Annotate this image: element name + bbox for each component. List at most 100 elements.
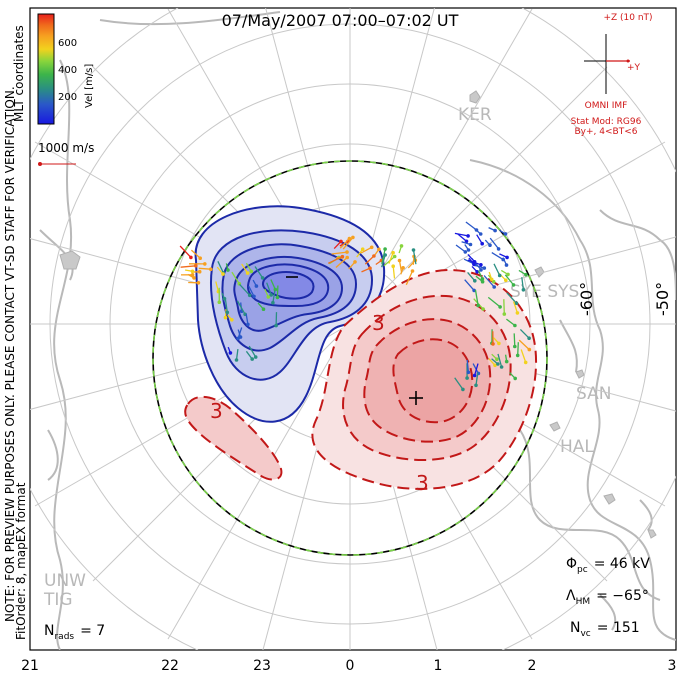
velocity-vector bbox=[239, 283, 251, 296]
velocity-vector bbox=[504, 274, 515, 286]
vector-origin bbox=[225, 310, 230, 315]
velocity-vector bbox=[373, 248, 380, 256]
velocity-vector bbox=[225, 263, 229, 271]
velocity-vector bbox=[518, 339, 530, 351]
velocity-vector bbox=[461, 241, 471, 246]
vector-origin bbox=[466, 370, 471, 375]
velocity-vector bbox=[512, 301, 519, 314]
station-label-hal: HAL bbox=[560, 437, 594, 457]
velocity-vector bbox=[179, 245, 192, 258]
velocity-colorbar: 600 400 200 Vel [m/s] bbox=[37, 13, 95, 125]
imf-z-label: +Z (10 nT) bbox=[603, 13, 652, 23]
velocity-vector bbox=[348, 261, 356, 270]
velocity-vector bbox=[506, 318, 516, 327]
velocity-vector bbox=[467, 271, 476, 282]
colorbar-tick-600: 600 bbox=[58, 38, 77, 49]
velocity-vector bbox=[466, 359, 470, 373]
velocity-vector bbox=[224, 299, 228, 313]
velocity-vector bbox=[215, 281, 220, 292]
mlt-tick-1: 1 bbox=[434, 658, 443, 674]
velocity-vector bbox=[333, 240, 342, 250]
velocity-vector bbox=[455, 244, 466, 253]
velocity-vector bbox=[361, 267, 371, 273]
velocity-vector bbox=[473, 363, 479, 376]
velocity-vector bbox=[513, 333, 516, 347]
velocity-vector bbox=[241, 263, 249, 274]
velocity-vector bbox=[231, 271, 240, 285]
velocity-vector bbox=[476, 234, 483, 245]
velocity-vector bbox=[237, 329, 242, 338]
vector-origin bbox=[502, 312, 507, 316]
mlt-tick-0: 0 bbox=[346, 658, 355, 674]
mlt-tick-21: 21 bbox=[21, 658, 39, 674]
velocity-vector bbox=[454, 377, 464, 390]
hm-boundary-dashes bbox=[152, 160, 548, 556]
vector-origin bbox=[515, 353, 520, 358]
velocity-vector bbox=[331, 251, 348, 255]
velocity-vector bbox=[488, 227, 496, 232]
mlt-tick-22: 22 bbox=[161, 658, 179, 674]
velocity-vector bbox=[388, 252, 394, 264]
velocity-vector bbox=[457, 233, 467, 242]
velocity-vector bbox=[227, 346, 232, 354]
velocity-vector bbox=[489, 237, 500, 250]
velocity-vector bbox=[491, 353, 498, 360]
velocity-vector bbox=[519, 328, 530, 339]
velocity-vector bbox=[360, 246, 373, 254]
vector-origin bbox=[226, 268, 230, 272]
nvc-stat: Nvc = 151 bbox=[570, 620, 640, 639]
velocity-vector bbox=[198, 267, 211, 270]
colorbar-tick-400: 400 bbox=[58, 65, 77, 76]
vector-origin bbox=[274, 323, 278, 328]
velocity-vector bbox=[491, 358, 499, 365]
stat-model-line1: Stat Mod: RG96 bbox=[571, 117, 642, 127]
velocity-vector bbox=[248, 285, 255, 297]
mlt-tick-2: 2 bbox=[528, 658, 537, 674]
phi-pc-stat: Φpc = 46 kV bbox=[566, 556, 650, 575]
station-label-sye-sys: SYE SYS bbox=[510, 282, 579, 302]
velocity-vector bbox=[245, 262, 252, 272]
fit-order-note: FitOrder: 8, mapEX format bbox=[14, 482, 28, 640]
vector-origin bbox=[223, 315, 228, 320]
velocity-vector bbox=[477, 270, 483, 280]
velocity-vector bbox=[276, 285, 279, 298]
preview-note: NOTE: FOR PREVIEW PURPOSES ONLY. PLEASE … bbox=[3, 86, 17, 622]
velocity-vector bbox=[488, 271, 493, 280]
velocity-vector bbox=[493, 263, 501, 276]
station-label-unw: UNW bbox=[44, 571, 86, 591]
velocity-vector bbox=[245, 350, 253, 360]
velocity-vector bbox=[502, 257, 508, 266]
velocity-vector bbox=[475, 372, 479, 386]
vector-origin bbox=[275, 295, 280, 300]
velocity-vector bbox=[254, 266, 264, 279]
velocity-vector bbox=[488, 358, 496, 366]
velocity-vector bbox=[520, 349, 527, 363]
imf-source: OMNI IMF bbox=[585, 101, 628, 111]
velocity-vector bbox=[266, 282, 272, 296]
velocity-vector bbox=[509, 372, 516, 379]
dusk-potential-cell bbox=[194, 205, 386, 423]
velocity-vector bbox=[381, 254, 386, 268]
velocity-vector bbox=[264, 288, 269, 298]
mlt-tick-3: 3 bbox=[668, 658, 677, 674]
velocity-vector bbox=[190, 249, 201, 259]
velocity-vector bbox=[473, 228, 482, 235]
velocity-vector bbox=[475, 275, 484, 283]
vector-origin bbox=[466, 234, 470, 238]
vector-origin bbox=[504, 359, 509, 364]
map-title: 07/May/2007 07:00–07:02 UT bbox=[222, 11, 459, 30]
velocity-vector bbox=[464, 279, 475, 291]
vector-origin bbox=[383, 247, 387, 251]
velocity-vector bbox=[272, 290, 276, 303]
velocity-vector bbox=[493, 337, 500, 344]
velocity-vector bbox=[499, 229, 506, 235]
velocity-vector bbox=[335, 257, 348, 268]
vector-origin bbox=[465, 376, 469, 380]
station-label-tig: TIG bbox=[43, 590, 73, 610]
mlt-tick-23: 23 bbox=[253, 658, 271, 674]
velocity-vector bbox=[236, 300, 246, 315]
lambda-hm-stat: ΛHM = −65° bbox=[566, 588, 649, 607]
velocity-vector bbox=[491, 252, 504, 261]
vector-origin bbox=[491, 342, 495, 346]
